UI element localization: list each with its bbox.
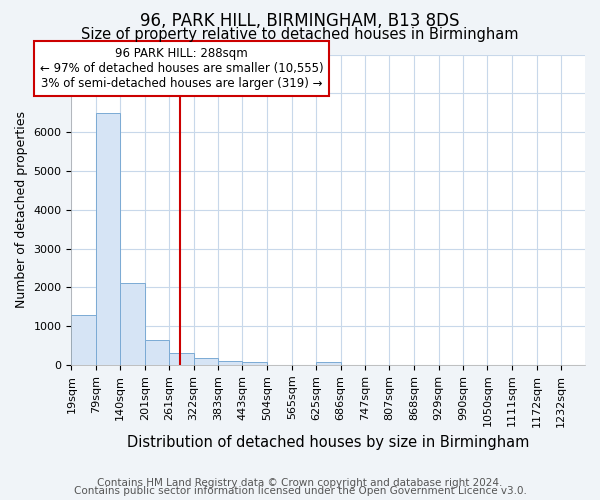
Bar bbox=[71, 314, 95, 365]
Bar bbox=[218, 361, 242, 365]
Text: Contains public sector information licensed under the Open Government Licence v3: Contains public sector information licen… bbox=[74, 486, 526, 496]
Bar bbox=[242, 362, 267, 365]
Bar bbox=[145, 340, 169, 365]
Bar bbox=[169, 354, 194, 365]
Bar bbox=[120, 284, 145, 365]
X-axis label: Distribution of detached houses by size in Birmingham: Distribution of detached houses by size … bbox=[127, 435, 529, 450]
Text: Contains HM Land Registry data © Crown copyright and database right 2024.: Contains HM Land Registry data © Crown c… bbox=[97, 478, 503, 488]
Bar bbox=[316, 362, 341, 365]
Text: 96, PARK HILL, BIRMINGHAM, B13 8DS: 96, PARK HILL, BIRMINGHAM, B13 8DS bbox=[140, 12, 460, 30]
Bar bbox=[194, 358, 218, 365]
Text: Size of property relative to detached houses in Birmingham: Size of property relative to detached ho… bbox=[81, 28, 519, 42]
Y-axis label: Number of detached properties: Number of detached properties bbox=[15, 112, 28, 308]
Text: 96 PARK HILL: 288sqm
← 97% of detached houses are smaller (10,555)
3% of semi-de: 96 PARK HILL: 288sqm ← 97% of detached h… bbox=[40, 46, 323, 90]
Bar bbox=[95, 113, 120, 365]
